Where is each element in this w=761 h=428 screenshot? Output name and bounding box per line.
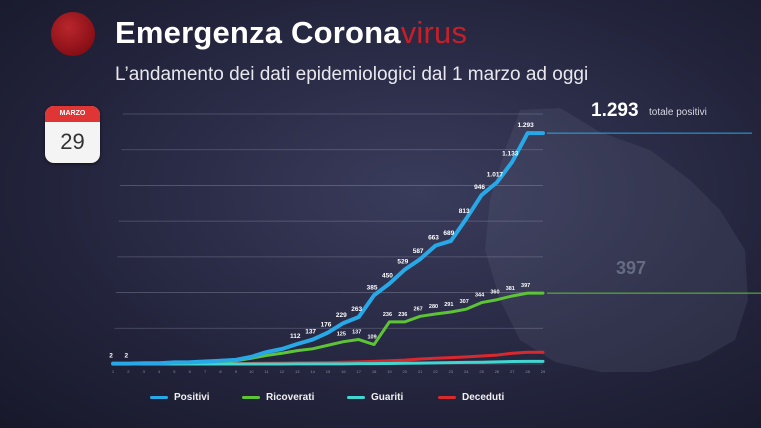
x-tick-label: 18 xyxy=(372,369,377,374)
data-label-positivi: 263 xyxy=(351,306,362,313)
x-tick-label: 1 xyxy=(112,369,115,374)
data-label-positivi: 587 xyxy=(413,248,424,255)
data-label-positivi: 946 xyxy=(474,184,485,191)
data-label-ricoverati: 360 xyxy=(490,290,499,296)
x-tick-label: 14 xyxy=(310,369,315,374)
chart-callout-lines xyxy=(547,132,761,294)
data-label-positivi: 176 xyxy=(321,322,332,329)
page-title: Emergenza Coronavirus xyxy=(115,15,467,51)
x-tick-label: 10 xyxy=(249,369,254,374)
x-tick-label: 27 xyxy=(510,369,515,374)
calendar-day: 29 xyxy=(60,129,85,154)
data-label-ricoverati: 344 xyxy=(475,293,485,299)
x-tick-label: 17 xyxy=(356,369,361,374)
chart-gridlines: 1 2 3 4 5 6 7 8 9 10 11 12 13 14 15 16 17 18 19 20 21 22 23 24 2… xyxy=(112,113,546,374)
x-tick-label: 22 xyxy=(433,369,438,374)
x-tick-label: 11 xyxy=(264,369,269,374)
data-label-positivi: 529 xyxy=(397,259,408,266)
x-tick-label: 20 xyxy=(403,369,408,374)
data-label-positivi: 2 xyxy=(109,353,113,360)
legend-label-deceduti: Deceduti xyxy=(462,391,505,403)
x-tick-label: 4 xyxy=(158,369,161,374)
data-label-ricoverati: 381 xyxy=(506,286,515,292)
data-label-positivi: 1.293 xyxy=(518,122,535,129)
legend-label-positivi: Positivi xyxy=(174,391,210,403)
x-tick-label: 15 xyxy=(326,369,331,374)
x-tick-label: 24 xyxy=(464,369,469,374)
calendar-icon: MARZO 29 xyxy=(45,106,100,163)
data-label-positivi: 663 xyxy=(428,235,439,242)
data-label-ricoverati: 307 xyxy=(460,299,469,305)
data-label-positivi: 137 xyxy=(305,329,316,336)
data-label-ricoverati: 236 xyxy=(398,312,407,318)
page-subtitle: L’andamento dei dati epidemiologici dal … xyxy=(115,64,589,85)
data-label-ricoverati: 291 xyxy=(444,302,453,308)
x-tick-label: 8 xyxy=(219,369,222,374)
x-tick-label: 7 xyxy=(204,369,207,374)
legend-swatch-deceduti xyxy=(438,395,456,399)
x-tick-label: 2 xyxy=(127,369,130,374)
legend-item-guariti: Guariti xyxy=(347,390,403,404)
data-label-ricoverati: 236 xyxy=(383,312,392,318)
x-tick-label: 6 xyxy=(189,369,192,374)
x-tick-label: 21 xyxy=(418,369,423,374)
legend-item-ricoverati: Ricoverati xyxy=(242,390,314,404)
x-tick-label: 28 xyxy=(525,369,530,374)
data-label-positivi: 229 xyxy=(336,312,347,319)
legend-item-positivi: Positivi xyxy=(150,390,210,404)
region-map-shape xyxy=(485,108,748,372)
data-label-positivi: 112 xyxy=(290,333,301,340)
ricoverati-callout-value: 397 xyxy=(616,258,646,279)
data-label-positivi: 385 xyxy=(367,284,378,291)
total-positives-label: totale positivi xyxy=(649,107,707,118)
region-map-silhouette xyxy=(485,108,748,372)
calendar-month: MARZO xyxy=(45,106,100,122)
data-label-ricoverati: 397 xyxy=(521,283,530,289)
data-label-positivi: 1.133 xyxy=(502,151,519,158)
data-label-positivi: 450 xyxy=(382,273,393,280)
x-tick-label: 5 xyxy=(173,369,176,374)
title-accent: virus xyxy=(400,15,468,50)
data-label-ricoverati: 137 xyxy=(352,330,361,336)
data-label-positivi: 2 xyxy=(125,353,129,360)
legend-label-guariti: Guariti xyxy=(371,391,404,403)
x-tick-label: 9 xyxy=(235,369,238,374)
total-positives-value: 1.293 xyxy=(591,100,639,121)
legend-swatch-guariti xyxy=(347,395,365,399)
data-label-ricoverati: 125 xyxy=(337,332,346,338)
data-label-positivi: 689 xyxy=(443,230,454,237)
data-label-ricoverati: 280 xyxy=(429,304,438,310)
x-tick-label: 13 xyxy=(295,369,300,374)
x-tick-label: 29 xyxy=(541,369,546,374)
data-label-ricoverati: 267 xyxy=(414,306,423,312)
x-tick-label: 25 xyxy=(479,369,484,374)
logo-circle xyxy=(51,12,95,56)
legend-swatch-ricoverati xyxy=(242,395,260,399)
x-tick-label: 26 xyxy=(495,369,500,374)
data-label-positivi: 1.017 xyxy=(487,171,504,178)
legend-swatch-positivi xyxy=(150,395,168,399)
data-label-positivi: 813 xyxy=(459,208,470,215)
chart-data-labels: 2 2 112 137 176 229 263 385 450 529 587 663 689 813 94… xyxy=(109,122,534,360)
data-label-ricoverati: 109 xyxy=(367,335,376,341)
series-line-positivi xyxy=(111,131,545,366)
legend-item-deceduti: Deceduti xyxy=(438,390,504,404)
legend-label-ricoverati: Ricoverati xyxy=(266,391,315,403)
x-tick-label: 19 xyxy=(387,369,392,374)
x-tick-label: 3 xyxy=(143,369,146,374)
x-tick-label: 16 xyxy=(341,369,346,374)
title-main: Emergenza Corona xyxy=(115,15,401,50)
x-tick-label: 23 xyxy=(449,369,454,374)
chart-series xyxy=(111,131,545,366)
x-tick-label: 12 xyxy=(280,369,285,374)
